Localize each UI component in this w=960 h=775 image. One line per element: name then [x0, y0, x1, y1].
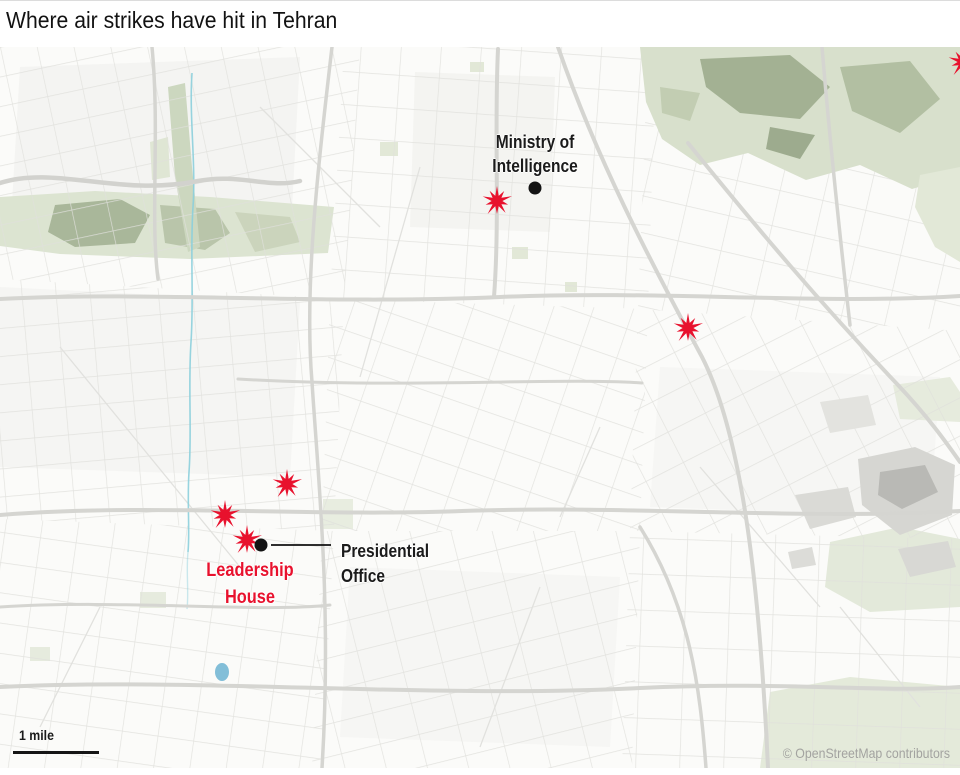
- air-strike-marker: [673, 313, 703, 341]
- label-line: Ministry of: [495, 131, 575, 152]
- poi-dots-layer: [254, 181, 542, 552]
- air-strike-marker: [482, 186, 512, 214]
- label-line: Leadership: [206, 559, 294, 581]
- top-divider: [0, 0, 960, 1]
- scale-bar: [13, 751, 99, 754]
- label-line: Intelligence: [492, 155, 578, 176]
- minor-diagonal-streets: [39, 106, 921, 748]
- label-leadership-house: Leadership House: [174, 557, 325, 611]
- street-map: [0, 47, 960, 768]
- label-line: Office: [341, 565, 386, 586]
- graphic-title: Where air strikes have hit in Tehran: [6, 7, 338, 33]
- air-strike-marker: [948, 51, 960, 75]
- mountain-parks-layer: [640, 47, 960, 262]
- poi-dot: [528, 181, 542, 195]
- label-line: House: [224, 586, 276, 608]
- poi-dot: [254, 538, 268, 552]
- major-roads-layer: [0, 47, 960, 768]
- air-strike-marker: [232, 525, 262, 553]
- label-ministry-of-intelligence: Ministry of Intelligence: [459, 130, 610, 178]
- map-canvas: Ministry of Intelligence Presidential Of…: [0, 47, 960, 768]
- strike-markers-layer: [210, 51, 960, 553]
- label-line: Presidential: [341, 540, 430, 561]
- air-strike-marker: [210, 500, 240, 528]
- label-presidential-office: Presidential Office: [341, 538, 429, 588]
- osm-attribution: © OpenStreetMap contributors: [782, 745, 950, 761]
- pond: [215, 663, 229, 681]
- scale-label: 1 mile: [19, 727, 54, 743]
- river-path: [187, 72, 195, 553]
- air-strike-marker: [272, 469, 302, 497]
